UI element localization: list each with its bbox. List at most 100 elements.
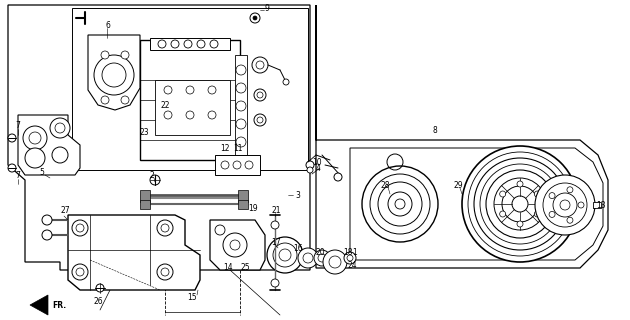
Polygon shape [88,35,140,110]
Circle shape [257,117,263,123]
Bar [215,155,260,175]
Polygon shape [30,295,48,315]
Circle shape [215,225,225,235]
Circle shape [161,268,169,276]
Circle shape [164,111,172,119]
Circle shape [253,16,257,20]
Circle shape [347,255,353,261]
Circle shape [549,212,555,217]
Circle shape [323,250,347,274]
Circle shape [517,181,523,187]
Circle shape [236,137,246,147]
Polygon shape [8,5,310,270]
Circle shape [329,256,341,268]
Circle shape [480,164,560,244]
Circle shape [553,193,577,217]
Circle shape [273,243,297,267]
Circle shape [344,252,356,264]
Circle shape [318,254,326,262]
Circle shape [158,40,166,48]
Circle shape [102,63,126,87]
Circle shape [121,96,129,104]
Bar [140,200,150,209]
Circle shape [462,146,578,262]
Circle shape [171,40,179,48]
Circle shape [306,161,314,169]
Text: 18: 18 [343,247,353,257]
Polygon shape [316,5,608,268]
Circle shape [271,279,279,287]
Circle shape [161,224,169,232]
Polygon shape [68,215,200,290]
Circle shape [252,57,268,73]
Circle shape [512,196,528,212]
Text: 28: 28 [381,180,390,189]
Polygon shape [18,115,80,175]
Text: 22: 22 [160,100,169,109]
Circle shape [549,193,555,199]
Text: 6: 6 [106,20,110,29]
Circle shape [303,253,313,263]
Circle shape [307,167,313,173]
Text: 19: 19 [248,204,258,212]
Text: 7: 7 [16,121,20,130]
Text: 17: 17 [271,237,280,246]
Circle shape [184,40,192,48]
Bar [238,190,248,202]
Circle shape [29,132,41,144]
Text: 24: 24 [348,261,358,270]
Circle shape [271,221,279,229]
Text: 27: 27 [60,205,70,214]
Circle shape [164,86,172,94]
Bar [140,40,240,160]
Circle shape [388,192,412,216]
Circle shape [72,220,88,236]
Circle shape [534,211,541,217]
Circle shape [121,51,129,59]
Text: 13: 13 [596,201,605,210]
Circle shape [101,96,109,104]
Circle shape [257,92,263,98]
Bar [140,190,150,202]
Circle shape [560,200,570,210]
Text: 10: 10 [312,157,322,166]
Circle shape [378,182,422,226]
Circle shape [236,119,246,129]
Circle shape [250,13,260,23]
Circle shape [486,170,554,238]
Text: FR.: FR. [52,300,66,309]
Circle shape [254,89,266,101]
Circle shape [8,134,16,142]
Circle shape [534,191,541,197]
Text: 12: 12 [220,143,230,153]
Circle shape [223,233,247,257]
Polygon shape [210,220,265,270]
Circle shape [468,152,572,256]
Text: 14: 14 [223,263,233,273]
Circle shape [208,86,216,94]
Text: 3: 3 [295,190,300,199]
Circle shape [8,164,16,172]
Circle shape [76,268,84,276]
Circle shape [494,178,546,230]
Circle shape [283,79,289,85]
Circle shape [502,186,538,222]
Circle shape [150,175,160,185]
Circle shape [157,264,173,280]
Circle shape [236,83,246,93]
Circle shape [474,158,566,250]
Text: 1: 1 [352,247,357,257]
Text: 5: 5 [40,167,45,177]
Circle shape [157,220,173,236]
Polygon shape [350,148,603,260]
Text: 11: 11 [233,143,243,153]
Circle shape [395,199,405,209]
Text: 7: 7 [16,171,20,180]
Circle shape [208,111,216,119]
Circle shape [42,215,52,225]
Text: 26: 26 [93,298,103,307]
Circle shape [370,174,430,234]
Text: 29: 29 [453,180,463,189]
Circle shape [267,237,303,273]
Circle shape [254,114,266,126]
